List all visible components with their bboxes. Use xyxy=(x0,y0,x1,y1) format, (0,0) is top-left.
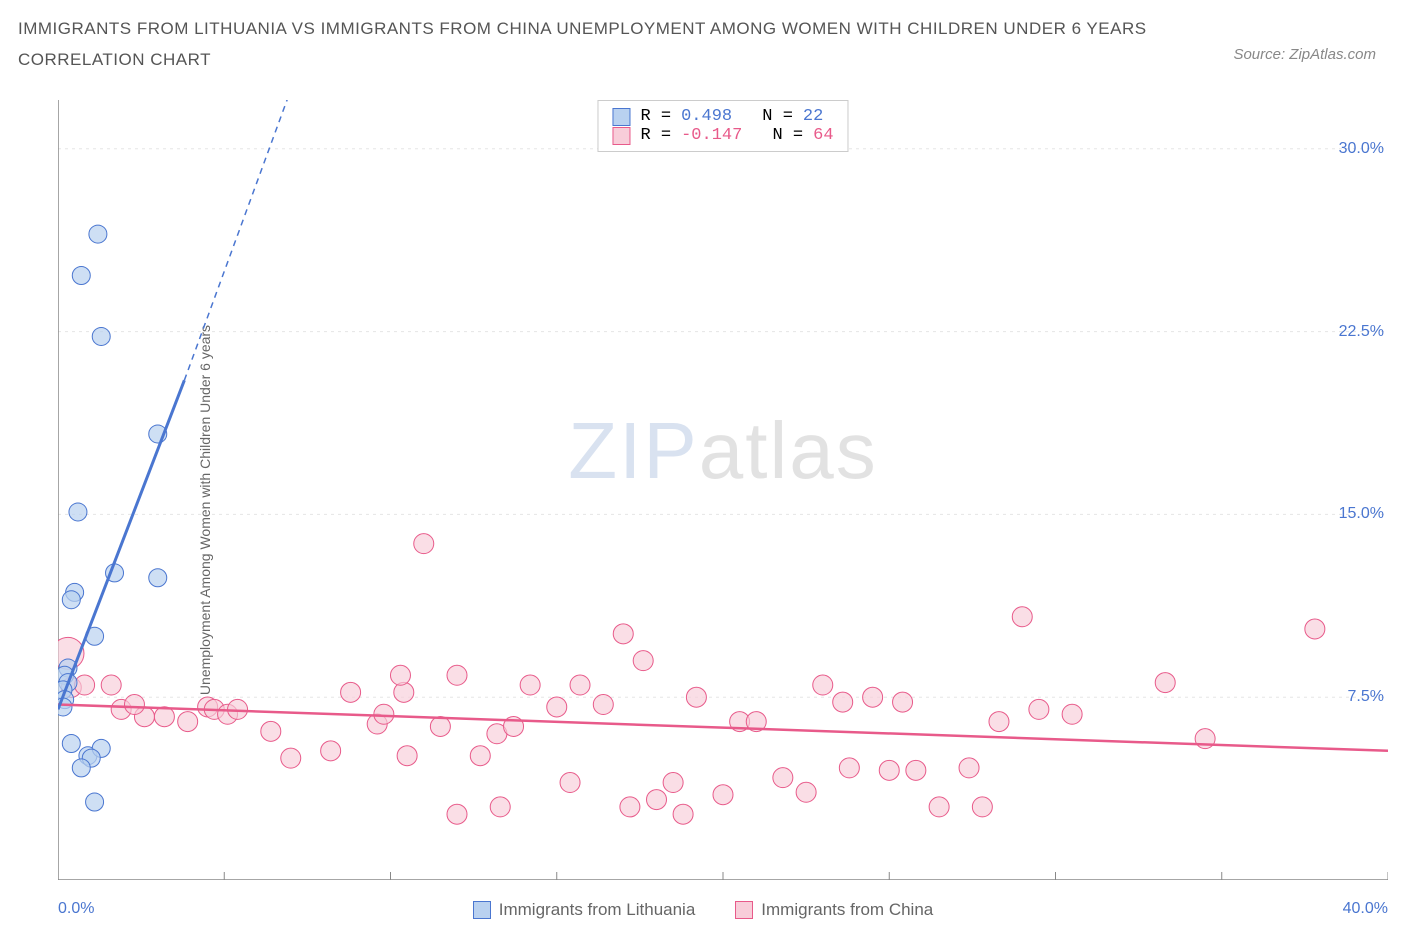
n-value-b: 64 xyxy=(813,126,833,145)
r-label-b: R = xyxy=(640,126,671,145)
legend-correlation-row-a: R = 0.498 N = 22 xyxy=(612,107,833,126)
swatch-series-a-icon xyxy=(612,108,630,126)
legend-correlation-row-b: R = -0.147 N = 64 xyxy=(612,126,833,145)
r-value-a: 0.498 xyxy=(681,107,732,126)
y-tick-label: 30.0% xyxy=(1339,140,1384,158)
n-value-a: 22 xyxy=(803,107,823,126)
scatter-plot-svg xyxy=(58,100,1388,880)
legend-label-a: Immigrants from Lithuania xyxy=(499,900,696,920)
r-label-a: R = xyxy=(640,107,671,126)
legend-item-b: Immigrants from China xyxy=(735,900,933,920)
y-tick-label: 7.5% xyxy=(1348,688,1384,706)
source-label: Source: ZipAtlas.com xyxy=(1233,46,1376,63)
swatch-series-a-icon xyxy=(473,901,491,919)
swatch-series-b-icon xyxy=(612,127,630,145)
swatch-series-b-icon xyxy=(735,901,753,919)
chart-title-line2: CORRELATION CHART xyxy=(18,45,1388,76)
y-tick-label: 15.0% xyxy=(1339,505,1384,523)
chart-area: Unemployment Among Women with Children U… xyxy=(0,90,1406,930)
legend-item-a: Immigrants from Lithuania xyxy=(473,900,696,920)
legend-correlation: R = 0.498 N = 22 R = -0.147 N = 64 xyxy=(597,100,848,152)
n-label-a: N = xyxy=(762,107,793,126)
n-label-b: N = xyxy=(773,126,804,145)
title-block: IMMIGRANTS FROM LITHUANIA VS IMMIGRANTS … xyxy=(0,0,1406,75)
chart-title-line1: IMMIGRANTS FROM LITHUANIA VS IMMIGRANTS … xyxy=(18,14,1388,45)
r-value-b: -0.147 xyxy=(681,126,742,145)
legend-series: Immigrants from Lithuania Immigrants fro… xyxy=(0,900,1406,920)
y-tick-label: 22.5% xyxy=(1339,323,1384,341)
plot-area: ZIPatlas R = 0.498 N = 22 R = -0.147 N =… xyxy=(58,100,1388,880)
legend-label-b: Immigrants from China xyxy=(761,900,933,920)
